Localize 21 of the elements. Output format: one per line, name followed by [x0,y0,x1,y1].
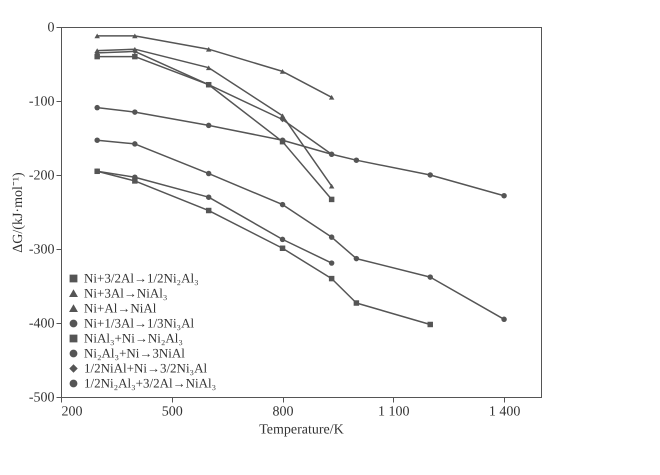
y-tick-label: -200 [28,168,54,184]
legend-label: 1/2NiAl+Ni→3/2Ni₃Al [84,360,208,376]
legend-label: Ni+3Al→NiAl₃ [84,286,168,300]
legend-label: Ni+1/3Al→1/3Ni₃Al [84,316,194,330]
x-tick-label: 500 [162,404,183,420]
x-tick-label: 1 100 [378,404,410,420]
legend-label: 1/2Ni₂Al₃+3/2Al→NiAl₃ [84,376,216,390]
legend-label: Ni+3/2Al→1/2Ni₂Al₃ [84,270,199,286]
y-tick-label: -100 [28,94,54,110]
y-axis-title: ΔG/(kJ·mol⁻¹) [10,172,26,253]
x-axis-title: Temperature/K [259,422,344,438]
legend-label: Ni+Al→NiAl [84,300,157,316]
x-tick-label: 800 [272,404,294,420]
x-tick-label: 200 [62,404,82,420]
y-tick-label: -300 [28,242,54,258]
y-tick-label: -400 [28,316,54,332]
y-tick-label: 0 [48,20,54,36]
legend-label: Ni₂Al₃+Ni→3NiAl [84,346,186,360]
x-tick-label: 1 400 [488,404,520,420]
y-tick-label: -500 [28,390,54,406]
legend-label: NiAl₃+Ni→Ni₂Al₃ [84,330,183,346]
